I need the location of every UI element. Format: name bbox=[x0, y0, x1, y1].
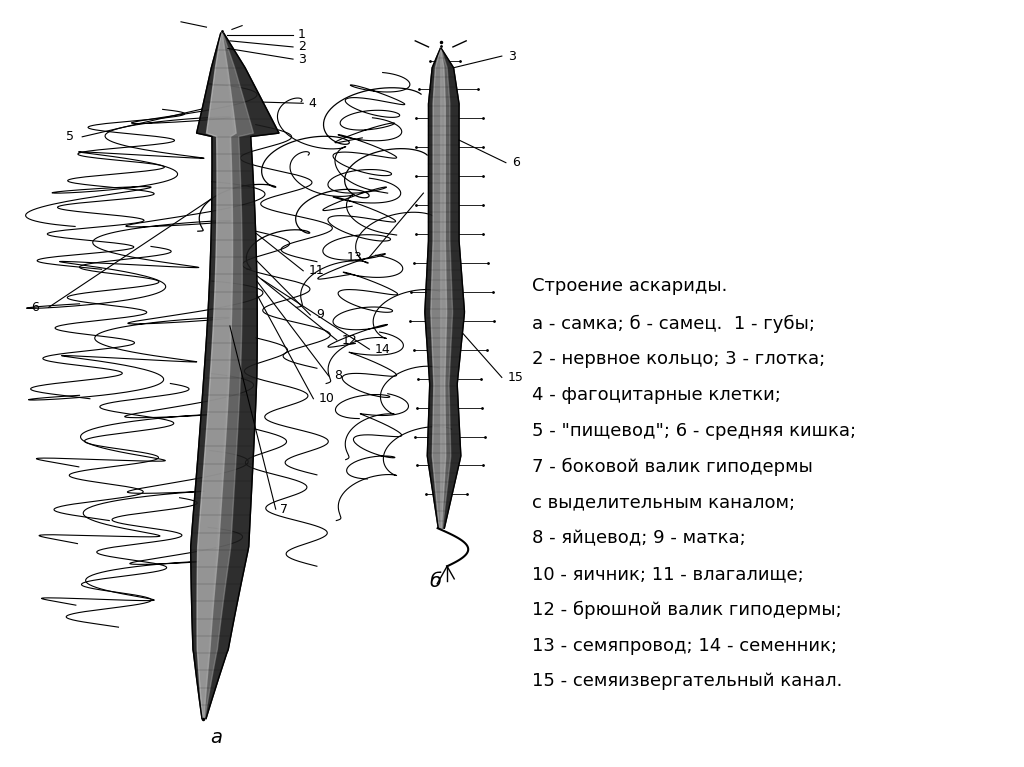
Text: 3: 3 bbox=[298, 53, 306, 66]
Text: 6: 6 bbox=[512, 156, 520, 170]
Text: 14: 14 bbox=[375, 343, 390, 356]
Text: 7: 7 bbox=[280, 502, 288, 515]
Text: 5: 5 bbox=[66, 130, 74, 143]
Text: 2 - нервное кольцо; 3 - глотка;: 2 - нервное кольцо; 3 - глотка; bbox=[532, 351, 825, 368]
Text: 6: 6 bbox=[32, 301, 39, 314]
Text: 7 - боковой валик гиподермы: 7 - боковой валик гиподермы bbox=[532, 458, 813, 476]
Text: 3: 3 bbox=[508, 50, 516, 63]
Text: 15 - семяизвергательный канал.: 15 - семяизвергательный канал. bbox=[532, 673, 843, 690]
Text: 13 - семяпровод; 14 - семенник;: 13 - семяпровод; 14 - семенник; bbox=[532, 637, 838, 654]
Text: Строение аскариды.: Строение аскариды. bbox=[532, 277, 728, 295]
Text: 4: 4 bbox=[308, 97, 316, 110]
Text: а: а bbox=[211, 728, 222, 747]
Text: 12: 12 bbox=[342, 334, 357, 347]
Text: 8 - яйцевод; 9 - матка;: 8 - яйцевод; 9 - матка; bbox=[532, 529, 746, 547]
Text: 8: 8 bbox=[334, 370, 342, 383]
Polygon shape bbox=[431, 48, 446, 528]
Polygon shape bbox=[190, 33, 279, 719]
Text: 13: 13 bbox=[347, 251, 362, 264]
Text: б: б bbox=[430, 572, 441, 591]
Text: 10 - яичник; 11 - влагалище;: 10 - яичник; 11 - влагалище; bbox=[532, 565, 804, 583]
Polygon shape bbox=[204, 33, 253, 719]
Polygon shape bbox=[425, 48, 465, 528]
Text: 5 - "пищевод"; 6 - средняя кишка;: 5 - "пищевод"; 6 - средняя кишка; bbox=[532, 422, 856, 439]
Text: 15: 15 bbox=[508, 371, 524, 384]
Text: 2: 2 bbox=[298, 41, 306, 54]
Text: 9: 9 bbox=[316, 308, 325, 321]
Text: а - самка; б - самец.  1 - губы;: а - самка; б - самец. 1 - губы; bbox=[532, 314, 815, 333]
Text: с выделительным каналом;: с выделительным каналом; bbox=[532, 493, 796, 512]
Polygon shape bbox=[440, 48, 453, 528]
Text: 4 - фагоцитарные клетки;: 4 - фагоцитарные клетки; bbox=[532, 386, 781, 404]
Text: 1: 1 bbox=[298, 28, 306, 41]
Text: 10: 10 bbox=[318, 392, 335, 405]
Polygon shape bbox=[197, 33, 237, 719]
Text: 12 - брюшной валик гиподермы;: 12 - брюшной валик гиподермы; bbox=[532, 601, 842, 619]
Text: 11: 11 bbox=[308, 265, 324, 278]
